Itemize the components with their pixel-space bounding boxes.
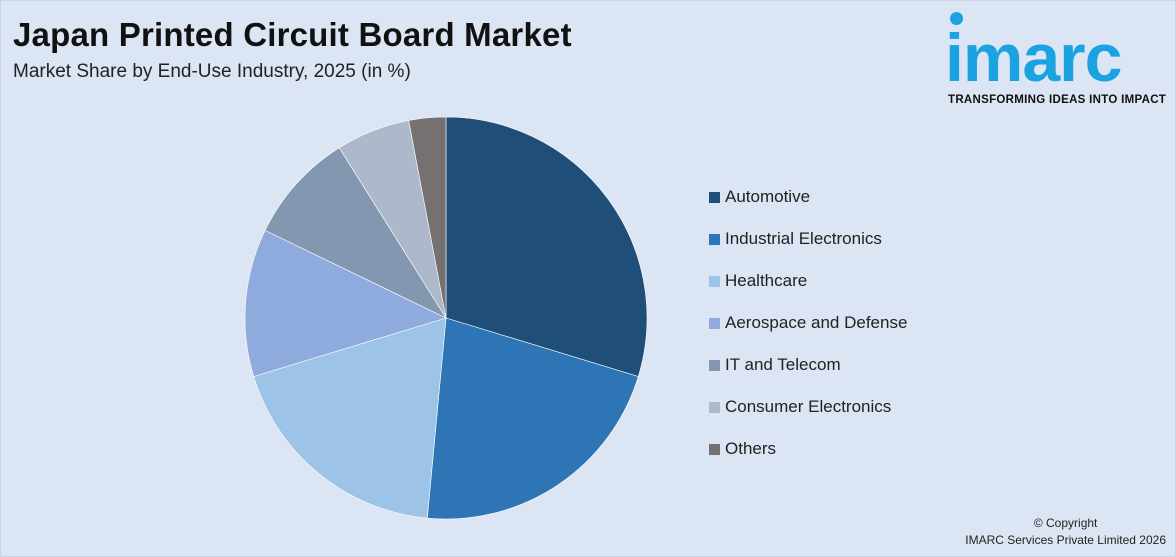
pie-slice-industrial-electronics bbox=[426, 317, 639, 520]
chart-legend: Automotive Industrial Electronics Healthca… bbox=[709, 176, 907, 470]
legend-label: Healthcare bbox=[725, 271, 808, 290]
logo-tagline: TRANSFORMING IDEAS INTO IMPACT bbox=[948, 94, 1167, 106]
legend-label: Consumer Electronics bbox=[725, 397, 892, 416]
legend-label: Industrial Electronics bbox=[725, 229, 882, 248]
imarc-logo: imarc TRANSFORMING IDEAS INTO IMPACT bbox=[945, 12, 1171, 112]
pie-slice-aerospace-and-defense bbox=[244, 229, 447, 377]
legend-swatch bbox=[709, 359, 720, 371]
legend-swatch bbox=[709, 401, 720, 413]
legend-swatch bbox=[709, 443, 720, 455]
legend-item-healthcare: Healthcare bbox=[709, 260, 907, 302]
pie-slice-others bbox=[408, 116, 447, 319]
legend-item-others: Others bbox=[709, 428, 907, 470]
legend-item-automotive: Automotive bbox=[709, 176, 907, 218]
legend-swatch bbox=[709, 275, 720, 287]
logo-wordmark: imarc bbox=[945, 20, 1122, 96]
legend-label: Others bbox=[725, 439, 777, 458]
legend-swatch bbox=[709, 317, 720, 329]
legend-swatch bbox=[709, 233, 720, 245]
logo-dot-icon bbox=[950, 12, 963, 25]
pie-slice-automotive bbox=[445, 116, 648, 377]
pie-slice-healthcare bbox=[253, 317, 447, 519]
legend-item-aerospace-and-defense: Aerospace and Defense bbox=[709, 302, 907, 344]
legend-item-consumer-electronics: Consumer Electronics bbox=[709, 386, 907, 428]
legend-item-it-and-telecom: IT and Telecom bbox=[709, 344, 907, 386]
legend-item-industrial-electronics: Industrial Electronics bbox=[709, 218, 907, 260]
chart-subtitle: Market Share by End-Use Industry, 2025 (… bbox=[13, 61, 411, 82]
copyright-notice: © Copyright IMARC Services Private Limit… bbox=[965, 515, 1166, 549]
copyright-line-1: © Copyright bbox=[1033, 516, 1098, 530]
pie-slice-it-and-telecom bbox=[264, 147, 447, 319]
copyright-line-2: IMARC Services Private Limited 2026 bbox=[965, 533, 1166, 547]
legend-label: Aerospace and Defense bbox=[725, 313, 908, 332]
legend-label: Automotive bbox=[725, 187, 811, 206]
legend-swatch bbox=[709, 191, 720, 203]
legend-label: IT and Telecom bbox=[725, 355, 841, 374]
chart-title: Japan Printed Circuit Board Market bbox=[13, 16, 572, 53]
